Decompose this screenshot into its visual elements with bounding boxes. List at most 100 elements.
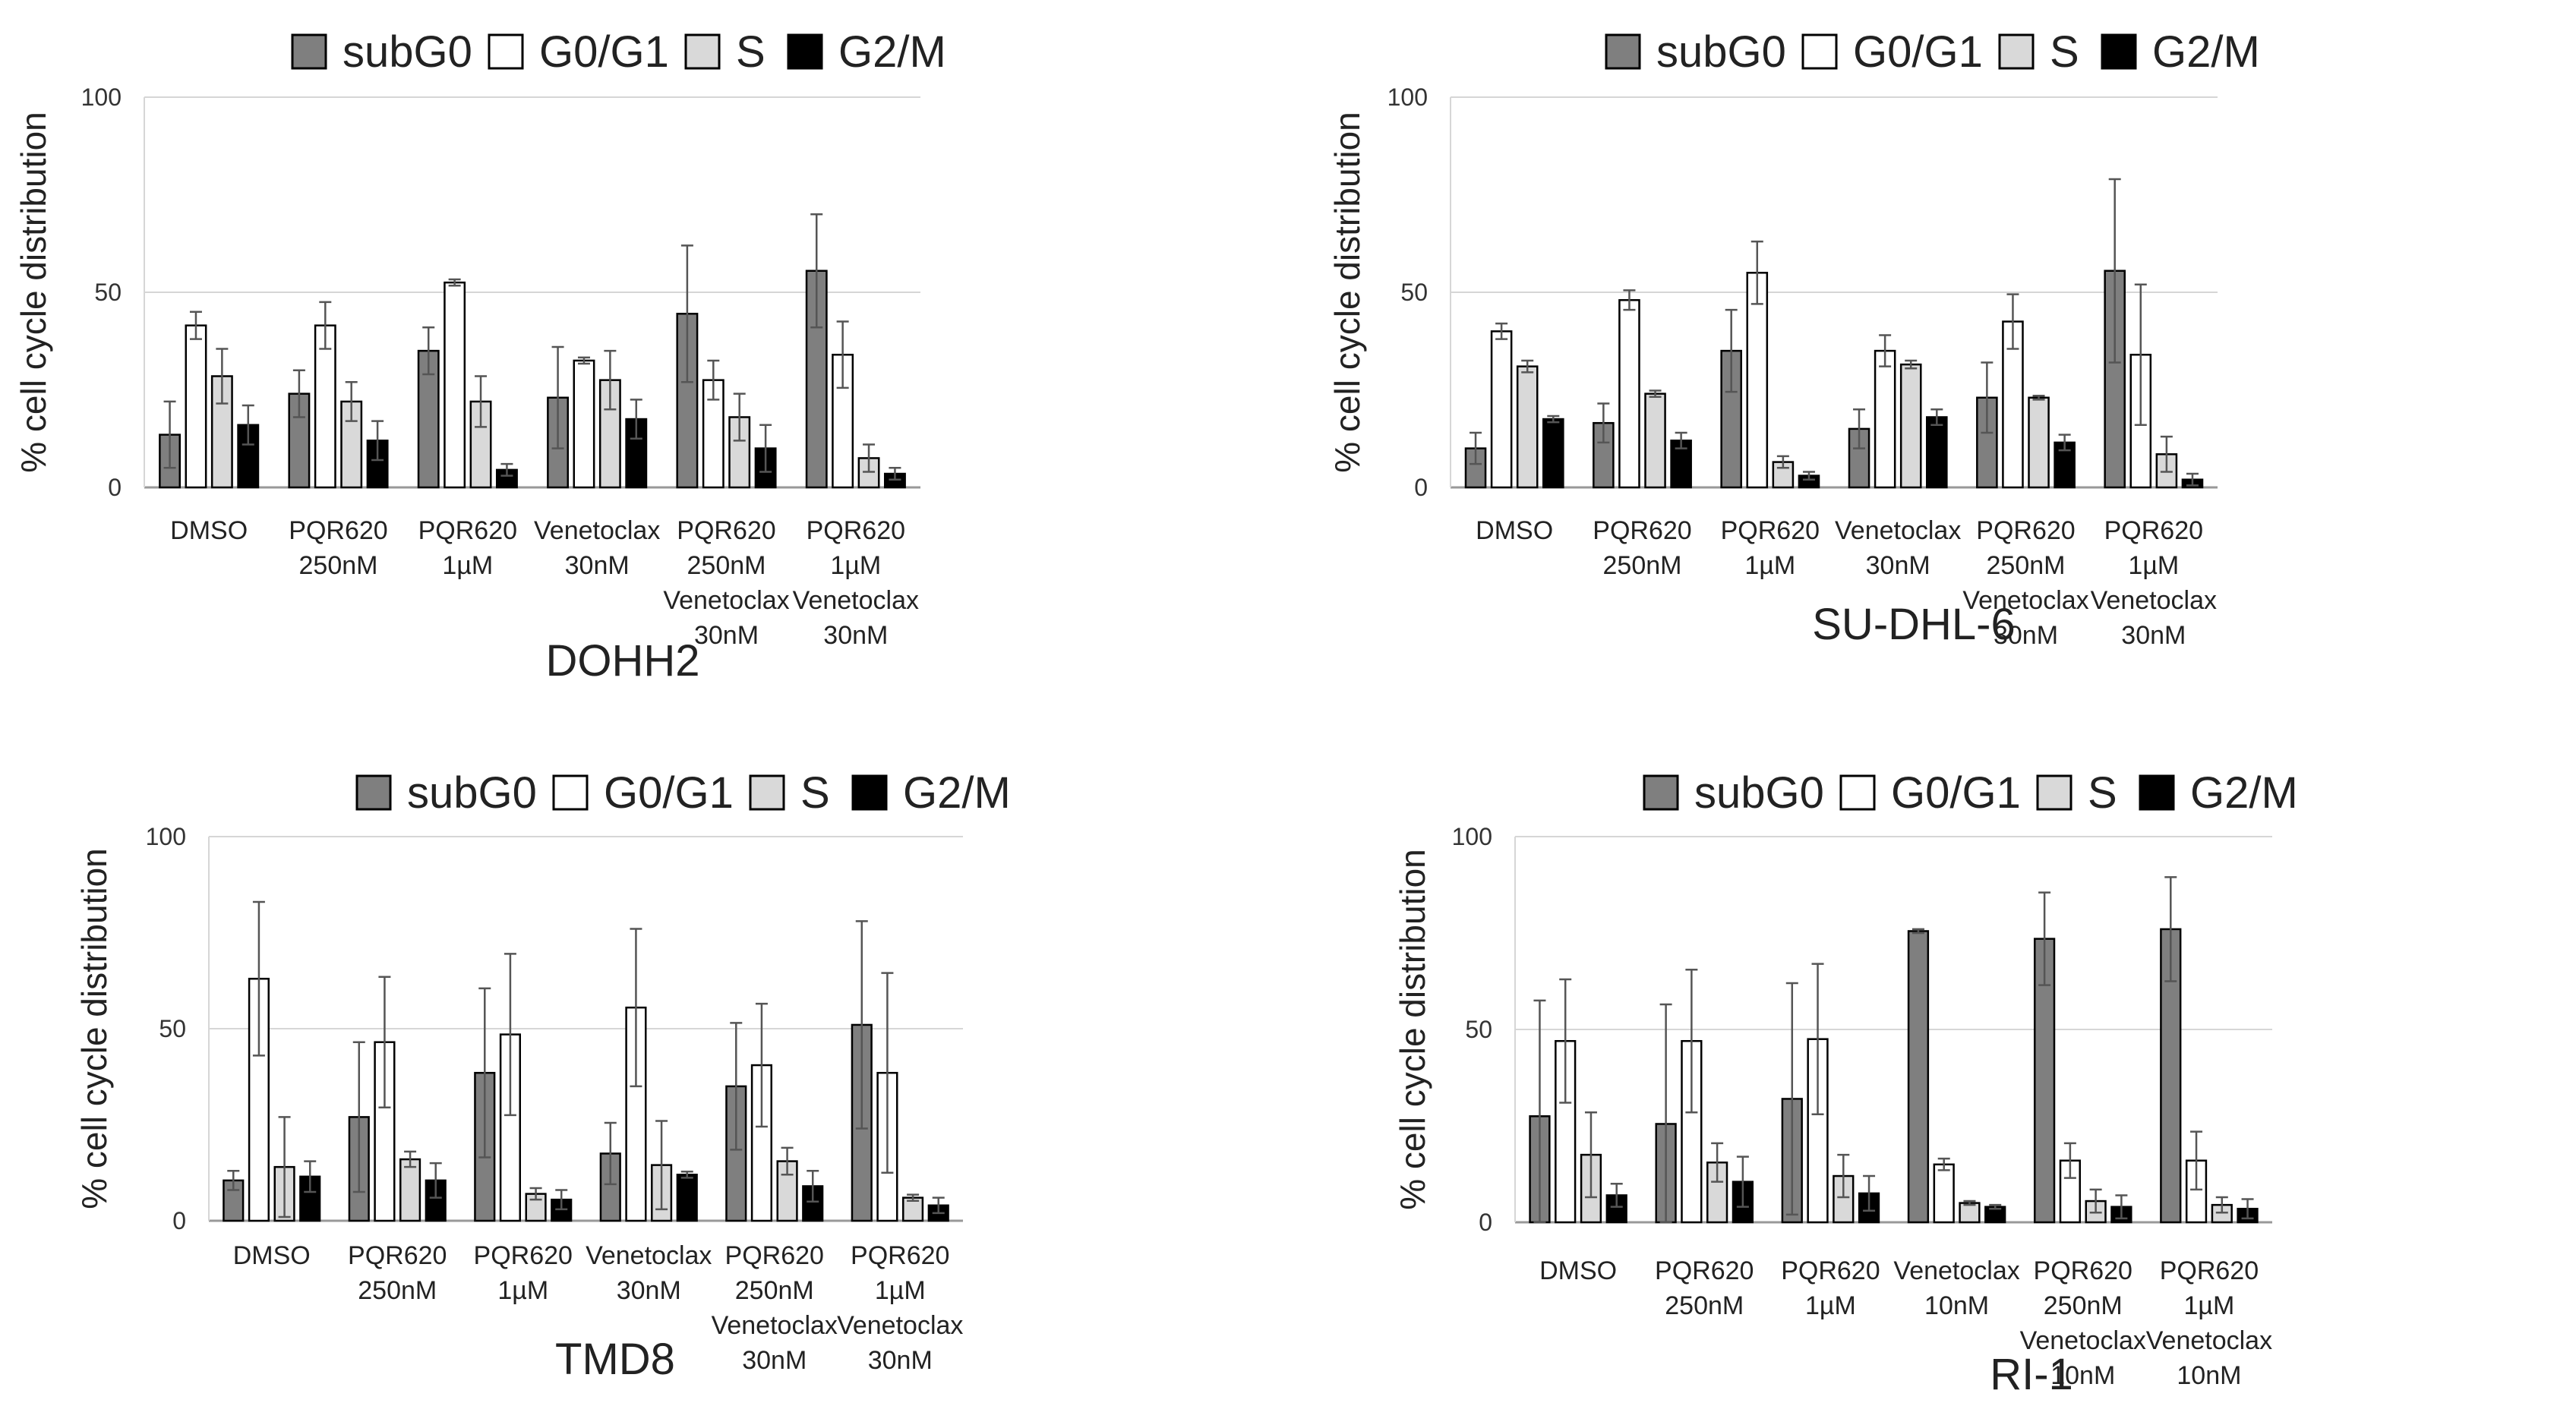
x-tick-label: Venetoclax 30nM — [534, 516, 660, 580]
error-bar — [1547, 415, 1560, 424]
y-tick-label: 0 — [108, 474, 122, 501]
legend-swatch-g2-m — [2139, 774, 2175, 811]
error-bar — [1584, 1111, 1597, 1199]
x-tick-label: PQR620 1µM Venetoclax 30nM — [793, 516, 919, 650]
error-bar — [529, 1187, 542, 1201]
error-bar — [1711, 1142, 1724, 1183]
bar-s — [1959, 1202, 1981, 1224]
error-bar — [863, 443, 876, 473]
error-bar — [1837, 1153, 1850, 1199]
error-bar — [2186, 472, 2199, 487]
legend-swatch-s — [1998, 33, 2035, 70]
y-axis-label: % cell cycle distribution — [74, 848, 114, 1209]
error-bar — [478, 987, 491, 1159]
bar-g0-g1 — [444, 281, 466, 489]
chart-title: TMD8 — [555, 1335, 675, 1384]
bar-s — [1899, 363, 1922, 489]
error-bar — [1785, 982, 1798, 1216]
error-bar — [1911, 928, 1924, 935]
legend-swatch-s — [749, 774, 785, 811]
x-tick-label: PQR620 250nM Venetoclax 30nM — [712, 1241, 838, 1375]
error-bar — [1905, 359, 1918, 370]
error-bar — [707, 359, 720, 401]
error-bar — [2164, 876, 2177, 982]
error-bar — [1863, 1174, 1876, 1212]
error-bar — [1685, 969, 1698, 1114]
x-tick-label: PQR620 250nM — [1655, 1256, 1754, 1320]
x-tick-label: DMSO — [1539, 1256, 1617, 1285]
error-bar — [551, 345, 564, 449]
bar-g0-g1 — [1874, 349, 1896, 489]
chart-panel-su-dhl-6: subG0 G0/G1 S G2/M 0 50 100 % cell cycle distri… — [1327, 27, 2260, 650]
y-tick-label: 100 — [1387, 84, 1428, 111]
error-bar — [378, 976, 391, 1108]
x-tick-label: DMSO — [233, 1241, 311, 1270]
error-bar — [1659, 1003, 1672, 1224]
error-bar — [2089, 1188, 2102, 1214]
chart-panel-ri-1: subG0 G0/G1 S G2/M 0 50 100 % cell cycle distri… — [1393, 768, 2298, 1399]
chart-panel-tmd8: subG0 G0/G1 S G2/M 0 50 100 % cell cycle distri… — [74, 768, 1011, 1384]
error-bar — [889, 467, 901, 481]
error-bar — [680, 1170, 693, 1179]
error-bar — [1750, 240, 1763, 305]
error-bar — [2108, 178, 2121, 364]
error-bar — [345, 380, 358, 422]
error-bar — [475, 375, 488, 428]
error-bar — [448, 278, 461, 287]
error-bar — [1610, 1182, 1623, 1208]
legend-label: subG0 — [343, 27, 472, 77]
error-bar — [2032, 394, 2045, 401]
error-bar — [577, 356, 590, 365]
legend-swatch-g0-g1 — [1801, 33, 1838, 70]
error-bar — [1981, 361, 1994, 434]
legend-label: G2/M — [2190, 768, 2298, 818]
error-bar — [2215, 1196, 2228, 1214]
error-bar — [2006, 293, 2019, 350]
chart-legend: subG0 G0/G1 S G2/M — [1643, 768, 2298, 818]
y-axis-label: % cell cycle distribution — [1327, 112, 1367, 473]
bar-g2-m — [676, 1174, 698, 1222]
bar-g0-g1 — [185, 324, 207, 489]
x-tick-label: PQR620 1µM Venetoclax 30nM — [837, 1241, 963, 1375]
error-bar — [504, 953, 516, 1117]
y-tick-label: 50 — [1465, 1016, 1492, 1043]
error-bar — [759, 424, 772, 473]
legend-label: subG0 — [1656, 27, 1786, 77]
error-bar — [404, 1150, 417, 1168]
legend-label: G2/M — [2152, 27, 2260, 77]
chart-panel-dohh2: subG0 G0/G1 S G2/M 0 50 100 % cell cycle distri… — [14, 27, 946, 686]
y-tick-label: 50 — [159, 1015, 186, 1042]
error-bar — [292, 369, 305, 418]
error-bar — [630, 399, 642, 440]
error-bar — [1937, 1157, 1950, 1171]
error-bar — [755, 1002, 768, 1128]
error-bar — [189, 311, 202, 340]
error-bar — [352, 1041, 365, 1193]
legend-label: S — [800, 768, 830, 818]
x-tick-label: PQR620 1µM Venetoclax 10nM — [2146, 1256, 2272, 1390]
bar-g0-g1 — [1618, 299, 1640, 489]
error-bar — [881, 972, 894, 1174]
error-bar — [1533, 999, 1546, 1224]
error-bar — [855, 920, 868, 1130]
error-bar — [1811, 963, 1824, 1116]
y-tick-label: 50 — [94, 279, 122, 306]
y-axis-label: % cell cycle distribution — [1393, 849, 1432, 1210]
error-bar — [319, 301, 332, 350]
chart-title: RI-1 — [1990, 1350, 2073, 1399]
error-bar — [1649, 389, 1662, 399]
error-bar — [2241, 1198, 2254, 1220]
bar-g0-g1 — [314, 324, 336, 489]
error-bar — [655, 1120, 668, 1211]
error-bar — [1623, 289, 1636, 311]
error-bar — [1470, 431, 1482, 465]
x-tick-label: PQR620 250nM Venetoclax 30nM — [663, 516, 789, 650]
bar-subg0 — [2033, 938, 2056, 1224]
y-tick-label: 0 — [1479, 1209, 1492, 1236]
chart-legend: subG0 G0/G1 S G2/M — [1605, 27, 2260, 77]
legend-swatch-s — [2036, 774, 2072, 811]
x-tick-label: PQR620 1µM — [1721, 516, 1820, 580]
error-bar — [242, 404, 254, 446]
x-tick-label: PQR620 250nM — [1593, 516, 1691, 580]
